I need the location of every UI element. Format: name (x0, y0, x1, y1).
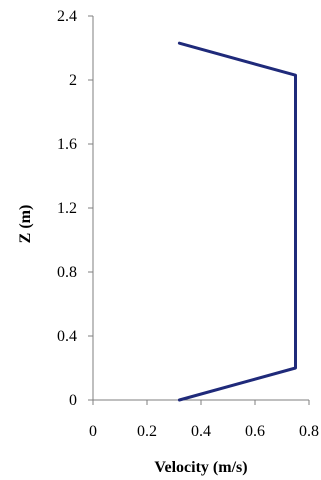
y-tick-label: 1.6 (57, 136, 77, 153)
x-tick-label: 0.4 (191, 423, 211, 440)
x-tick-label: 0.8 (299, 423, 319, 440)
x-tick-label: 0.2 (137, 423, 157, 440)
x-ticks: 0 0.2 0.4 0.6 0.8 (89, 400, 319, 440)
x-tick-label: 0.6 (245, 423, 265, 440)
y-axis-title: Z (m) (17, 205, 34, 244)
series (177, 41, 297, 402)
y-tick-label: 2.4 (57, 8, 77, 25)
y-tick-label: 2 (69, 72, 77, 89)
axes (92, 16, 309, 401)
y-ticks: 0 0.4 0.8 1.2 1.6 2 2.4 (57, 8, 93, 409)
y-tick-label: 0 (69, 392, 77, 409)
x-tick-label: 0 (89, 423, 97, 440)
y-tick-label: 1.2 (57, 200, 77, 217)
x-axis-title: Velocity (m/s) (154, 459, 247, 476)
y-tick-label: 0.8 (57, 264, 77, 281)
velocity-profile-line (177, 41, 297, 402)
y-tick-label: 0.4 (57, 328, 77, 345)
